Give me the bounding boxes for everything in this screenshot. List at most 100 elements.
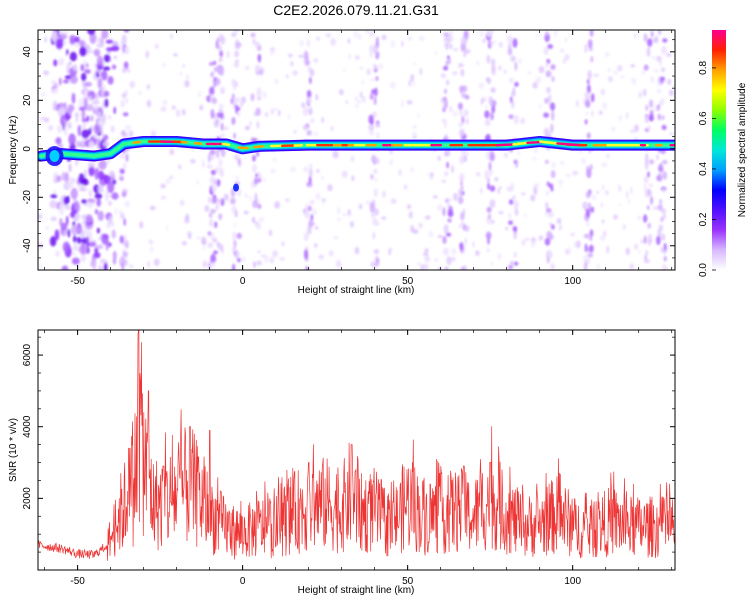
noise-blob bbox=[305, 266, 309, 270]
noise-blob bbox=[105, 39, 114, 44]
noise-blob bbox=[544, 97, 549, 104]
noise-blob bbox=[370, 173, 374, 180]
noise-blob bbox=[544, 159, 549, 164]
noise-blob bbox=[308, 219, 314, 229]
noise-blob bbox=[401, 99, 404, 108]
noise-blob bbox=[75, 111, 79, 123]
noise-blob bbox=[486, 247, 490, 253]
noise-blob bbox=[596, 190, 599, 194]
noise-blob bbox=[87, 242, 97, 247]
noise-blob bbox=[60, 222, 68, 231]
noise-blob bbox=[514, 261, 519, 266]
noise-blob bbox=[607, 75, 614, 83]
noise-blob bbox=[547, 250, 553, 259]
noise-blob bbox=[237, 158, 242, 165]
noise-blob bbox=[216, 64, 223, 71]
noise-blob bbox=[446, 79, 450, 86]
noise-blob bbox=[171, 105, 176, 110]
noise-blob bbox=[342, 67, 346, 72]
noise-blob bbox=[72, 252, 76, 256]
noise-blob bbox=[464, 237, 467, 246]
noise-blob bbox=[642, 214, 648, 223]
noise-blob bbox=[250, 32, 256, 38]
noise-blob bbox=[649, 99, 654, 108]
noise-blob bbox=[234, 96, 240, 104]
noise-blob bbox=[487, 177, 490, 184]
noise-blob bbox=[50, 194, 58, 199]
noise-blob bbox=[309, 66, 312, 76]
noise-blob bbox=[649, 159, 655, 165]
noise-blob bbox=[488, 95, 493, 105]
noise-blob bbox=[154, 43, 159, 49]
noise-blob bbox=[660, 166, 664, 173]
spectrogram-xlabel: Height of straight line (km) bbox=[298, 285, 415, 296]
noise-blob bbox=[586, 132, 591, 140]
noise-blob bbox=[90, 260, 97, 268]
noise-blob bbox=[463, 30, 469, 38]
noise-blob bbox=[57, 58, 64, 66]
noise-blob bbox=[87, 104, 94, 112]
noise-blob bbox=[67, 176, 74, 189]
noise-blob bbox=[64, 204, 71, 210]
noise-blob bbox=[560, 48, 564, 53]
noise-blob bbox=[554, 30, 558, 37]
noise-blob bbox=[235, 175, 239, 181]
noise-blob bbox=[642, 88, 647, 97]
noise-blob bbox=[586, 221, 590, 227]
noise-blob bbox=[269, 46, 276, 53]
noise-blob bbox=[162, 99, 168, 106]
noise-blob bbox=[535, 33, 538, 38]
noise-blob bbox=[549, 222, 552, 227]
x-tick-label: 100 bbox=[564, 576, 581, 587]
noise-blob bbox=[234, 50, 239, 58]
noise-blob bbox=[214, 77, 221, 86]
noise-blob bbox=[350, 155, 355, 163]
noise-blob bbox=[498, 211, 504, 215]
noise-blob bbox=[625, 191, 629, 199]
noise-blob bbox=[626, 111, 629, 120]
noise-blob bbox=[252, 154, 256, 162]
noise-blob bbox=[308, 175, 312, 185]
noise-blob bbox=[307, 225, 312, 235]
noise-blob bbox=[89, 49, 95, 54]
noise-blob bbox=[488, 161, 492, 172]
noise-blob bbox=[121, 92, 127, 99]
noise-blob bbox=[335, 260, 342, 268]
noise-blob bbox=[210, 154, 215, 161]
noise-blob bbox=[507, 46, 513, 56]
noise-blob bbox=[59, 203, 65, 216]
noise-blob bbox=[85, 62, 89, 69]
noise-blob bbox=[315, 192, 321, 201]
noise-blob bbox=[232, 80, 237, 91]
noise-blob bbox=[210, 253, 217, 264]
noise-blob bbox=[66, 63, 70, 75]
noise-blob bbox=[373, 96, 377, 106]
noise-blob bbox=[119, 154, 126, 159]
noise-blob bbox=[359, 91, 363, 99]
noise-blob bbox=[446, 161, 449, 169]
noise-blob bbox=[290, 60, 294, 67]
noise-blob bbox=[644, 160, 649, 169]
noise-blob bbox=[113, 55, 118, 60]
noise-blob bbox=[611, 126, 616, 132]
noise-blob bbox=[124, 45, 130, 55]
noise-blob bbox=[646, 49, 651, 57]
noise-blob bbox=[74, 36, 80, 43]
noise-blob bbox=[348, 53, 352, 60]
spectrogram-y-axis: -40 -20 0 20 40 bbox=[22, 39, 675, 271]
noise-blob bbox=[442, 65, 449, 71]
noise-blob bbox=[256, 121, 260, 129]
noise-blob bbox=[545, 208, 552, 213]
noise-blob bbox=[160, 106, 167, 112]
noise-blob bbox=[304, 60, 311, 66]
noise-blob bbox=[491, 105, 496, 114]
noise-blob bbox=[254, 41, 260, 49]
noise-blob bbox=[121, 34, 127, 45]
noise-blob bbox=[643, 64, 649, 71]
noise-blob bbox=[643, 184, 647, 189]
noise-blob bbox=[249, 120, 252, 127]
y-tick-label: 40 bbox=[22, 46, 33, 58]
noise-blob bbox=[418, 222, 423, 229]
noise-blob bbox=[461, 115, 465, 124]
noise-blob bbox=[460, 43, 465, 50]
